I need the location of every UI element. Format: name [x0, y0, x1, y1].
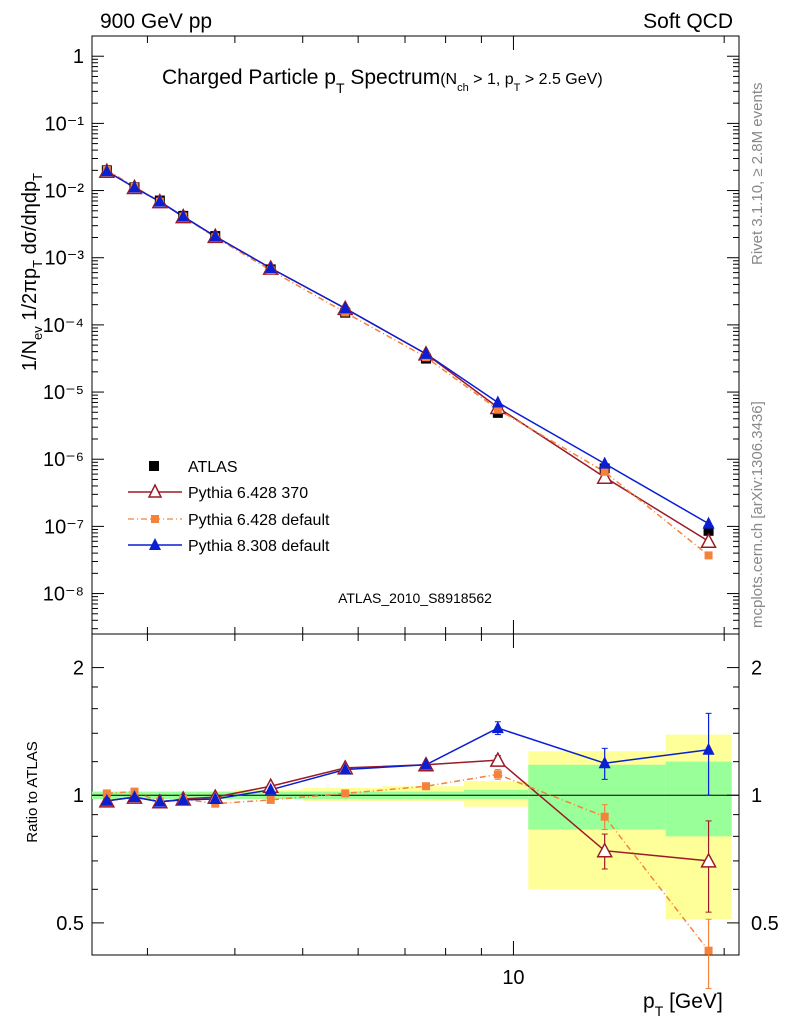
point-pythia-6-428-default — [704, 551, 713, 560]
ratio-point-pythia-8-308-default — [598, 756, 611, 769]
ratio-point-pythia-6-428-default — [704, 946, 713, 955]
point-pythia-6-428-370 — [700, 532, 717, 549]
ratio-tick-label-right: 2 — [751, 658, 762, 680]
ratio-tick-label-right: 1 — [751, 785, 762, 807]
series-markers — [98, 162, 717, 990]
title-cuts-open: (N — [440, 71, 457, 88]
ratio-point-pythia-6-428-370 — [489, 751, 507, 767]
svg-text:1/Nev 1/2πpT dσ/dηdpT: 1/Nev 1/2πpT dσ/dηdpT — [19, 173, 45, 371]
point-pythia-6-428-default — [493, 405, 502, 414]
y-tick-label: 10⁻⁷ — [44, 516, 84, 538]
title-cuts-sub2: T — [514, 82, 521, 94]
ratio-point-pythia-6-428-default — [266, 795, 275, 804]
legend-label-atlas: ATLAS — [188, 459, 238, 476]
ratio-point-pythia-6-428-default — [421, 782, 430, 791]
band-stat-bin — [528, 764, 666, 830]
y-tick-label: 10⁻² — [45, 181, 85, 203]
y-tick-label: 10⁻⁵ — [43, 382, 84, 404]
y-tick-label: 10⁻⁸ — [43, 584, 84, 606]
legend-label-pythia6-370: Pythia 6.428 370 — [188, 485, 308, 502]
ratio-point-pythia-8-308-default — [100, 793, 113, 806]
atlas-data-point — [703, 525, 714, 536]
ratio-line-pythia-6-428-default — [106, 773, 710, 952]
point-pythia-8-308-default — [419, 346, 432, 359]
ratio-tick-label-left: 2 — [73, 658, 84, 680]
title-main-sub: T — [336, 80, 345, 96]
ratio-point-pythia-8-308-default — [177, 792, 190, 805]
legend-marker-pythia8-default — [149, 538, 161, 550]
ratio-point-pythia-8-308-default — [128, 790, 141, 803]
title-cuts-mid: > 1, p — [469, 71, 514, 88]
legend-marker-pythia6-default — [151, 515, 159, 523]
x-tick-label: 10 — [502, 967, 524, 989]
legend-label-pythia8-default: Pythia 8.308 default — [188, 538, 330, 555]
point-pythia-8-308-default — [100, 164, 113, 177]
point-pythia-8-308-default — [598, 456, 611, 469]
mcplots-label: mcplots.cern.ch [arXiv:1306.3436] — [749, 401, 766, 628]
band-stat-bin — [464, 789, 529, 799]
point-pythia-8-308-default — [702, 516, 715, 529]
y-tick-label: 1 — [73, 46, 84, 68]
band-stat-bin — [665, 761, 732, 837]
header-right-label: Soft QCD — [643, 10, 733, 33]
legend-label-pythia6-default: Pythia 6.428 default — [188, 512, 330, 529]
ratio-tick-label-left: 0.5 — [56, 913, 84, 935]
ratio-point-pythia-8-308-default — [209, 791, 222, 804]
title-main-a: Charged Particle p — [162, 66, 336, 89]
reference-uncertainty-band — [92, 734, 739, 920]
legend-marker-pythia6-370 — [147, 483, 163, 498]
y-axis-title-top: 1/Nev 1/2πpT dσ/dηdpT — [19, 173, 45, 371]
point-pythia-8-308-default — [339, 301, 352, 314]
ratio-point-pythia-8-308-default — [491, 721, 504, 734]
ratio-point-pythia-8-308-default — [264, 782, 277, 795]
point-pythia-8-308-default — [128, 180, 141, 193]
ratio-point-pythia-8-308-default — [339, 762, 352, 775]
y-tick-label: 10⁻¹ — [45, 113, 85, 135]
axis-ticks: 1 10⁻¹ 10⁻² 10⁻³ 10⁻⁴ 10⁻⁵ 10⁻⁶ 10⁻⁷ 10⁻⁸ 10 2 2 1 1 0… — [43, 36, 779, 989]
point-pythia-8-308-default — [264, 261, 277, 274]
point-pythia-8-308-default — [177, 209, 190, 222]
y-axis-title-bottom: Ratio to ATLAS — [24, 741, 41, 842]
ratio-tick-label-left: 1 — [73, 785, 84, 807]
legend: ATLAS Pythia 6.428 370 Pythia 6.428 defa… — [128, 459, 330, 555]
legend-marker-atlas — [149, 461, 159, 471]
point-pythia-8-308-default — [209, 229, 222, 242]
point-pythia-8-308-default — [153, 194, 166, 207]
title-main-b: Spectrum — [345, 66, 441, 89]
ratio-point-pythia-6-428-default — [341, 789, 350, 798]
chart-title: Charged Particle pT Spectrum(Nch > 1, pT… — [162, 66, 603, 96]
title-cuts-close: > 2.5 GeV) — [520, 71, 602, 88]
point-pythia-6-428-370 — [596, 468, 613, 484]
point-pythia-8-308-default — [491, 395, 504, 408]
rivet-label: Rivet 3.1.10, ≥ 2.8M events — [749, 83, 766, 266]
header-left-label: 900 GeV pp — [100, 10, 212, 33]
analysis-watermark: ATLAS_2010_S8918562 — [338, 590, 492, 606]
ratio-point-pythia-6-428-default — [102, 789, 111, 798]
title-cuts-sub1: ch — [457, 82, 469, 94]
y-tick-label: 10⁻³ — [45, 248, 85, 270]
y-tick-label: 10⁻⁴ — [43, 315, 84, 337]
ratio-point-pythia-6-428-default — [600, 812, 609, 821]
ratio-point-pythia-8-308-default — [702, 742, 715, 755]
ratio-point-pythia-6-428-370 — [700, 852, 717, 868]
ratio-point-pythia-6-428-370 — [596, 842, 613, 858]
x-axis-title: pT [GeV] — [643, 990, 723, 1019]
ratio-point-pythia-8-308-default — [153, 794, 166, 807]
point-pythia-6-428-default — [600, 467, 609, 476]
ratio-tick-label-right: 0.5 — [751, 913, 779, 935]
ratio-point-pythia-8-308-default — [419, 757, 432, 770]
ratio-point-pythia-6-428-default — [493, 770, 502, 779]
y-tick-label: 10⁻⁶ — [43, 449, 84, 471]
